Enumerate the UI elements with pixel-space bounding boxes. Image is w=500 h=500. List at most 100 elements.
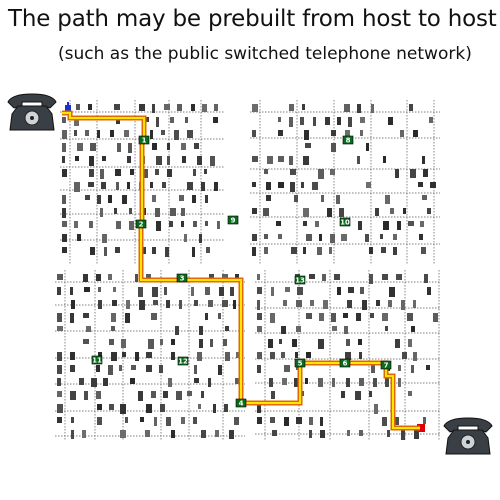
terminal-icon [128, 143, 132, 153]
terminal-icon [62, 234, 67, 242]
terminal-icon [382, 274, 388, 280]
terminal-icon [138, 391, 143, 401]
terminal-icon [297, 287, 303, 295]
terminal-icon [400, 130, 404, 137]
terminal-icon [97, 130, 100, 138]
terminal-icon [155, 208, 160, 217]
terminal-icon [198, 404, 201, 409]
switch-node: 8 [342, 135, 354, 145]
terminal-icon [90, 143, 96, 151]
terminal-icon [152, 143, 157, 150]
terminal-icon [124, 130, 129, 137]
terminal-icon [62, 130, 67, 139]
terminal-icon [218, 313, 221, 319]
terminal-icon [424, 274, 428, 283]
terminal-icon [167, 169, 172, 177]
terminal-icon [62, 208, 66, 218]
terminal-icon [359, 378, 364, 386]
terminal-icon [347, 430, 350, 436]
terminal-icon [214, 104, 218, 111]
switch-label: 13 [295, 277, 305, 285]
terminal-icon [70, 352, 75, 360]
terminal-icon [395, 339, 400, 348]
terminal-icon [115, 247, 120, 253]
terminal-icon [403, 208, 406, 214]
terminal-icon [257, 300, 260, 310]
terminal-icon [257, 326, 262, 332]
terminal-icon [303, 156, 309, 165]
terminal-icon [71, 430, 74, 439]
switch-node: 11 [91, 355, 103, 365]
terminal-icon [343, 313, 348, 318]
terminal-icon [131, 365, 136, 370]
terminal-icon [82, 430, 86, 438]
terminal-icon [84, 391, 88, 400]
switch-label: 1 [142, 137, 147, 145]
terminal-icon [57, 378, 61, 386]
terminal-icon [57, 404, 63, 413]
terminal-icon [111, 352, 117, 361]
terminal-icon [230, 287, 234, 296]
terminal-icon [163, 391, 168, 398]
terminal-icon [263, 208, 269, 216]
terminal-icon [319, 234, 322, 241]
terminal-icon [285, 287, 290, 292]
terminal-icon [321, 195, 324, 202]
terminal-icon [148, 339, 154, 349]
terminal-icon [284, 417, 289, 426]
terminal-icon [111, 313, 116, 322]
terminal-icon [202, 104, 207, 112]
terminal-icon [187, 182, 193, 190]
terminal-icon [369, 247, 373, 254]
switch-label: 12 [178, 358, 188, 366]
terminal-icon [294, 195, 298, 202]
terminal-icon [375, 208, 379, 216]
terminal-icon [366, 143, 369, 151]
terminal-icon [257, 404, 261, 413]
terminal-icon [114, 208, 117, 214]
terminal-icon [98, 352, 102, 358]
terminal-icon [267, 156, 273, 164]
terminal-icon [419, 234, 423, 240]
terminal-icon [344, 326, 348, 334]
terminal-icon [235, 378, 240, 384]
terminal-icon [305, 143, 311, 148]
terminal-icon [421, 247, 426, 254]
terminal-icon [233, 300, 236, 309]
terminal-icon [169, 221, 173, 227]
terminal-icon [165, 247, 169, 257]
terminal-icon [98, 300, 102, 309]
page-title: The path may be prebuilt from host to ho… [8, 6, 497, 32]
terminal-icon [355, 391, 361, 400]
terminal-icon [433, 313, 438, 322]
terminal-icon [194, 378, 199, 383]
terminal-icon [345, 352, 351, 360]
terminal-icon [303, 221, 307, 226]
terminal-icon [109, 339, 114, 345]
terminal-icon [218, 365, 222, 375]
terminal-icon [187, 130, 193, 138]
terminal-icon [411, 365, 414, 373]
terminal-icon [146, 274, 151, 279]
terminal-icon [264, 234, 268, 239]
terminal-icon [304, 130, 309, 140]
terminal-icon [270, 352, 275, 359]
terminal-icon [306, 313, 312, 319]
terminal-icon [393, 247, 397, 255]
terminal-icon [423, 417, 426, 424]
terminal-icon [116, 221, 121, 229]
terminal-icon [284, 365, 290, 372]
terminal-icon [383, 221, 389, 230]
terminal-icon [156, 221, 161, 231]
terminal-icon [306, 352, 311, 358]
terminal-icon [331, 143, 336, 152]
terminal-icon [341, 391, 345, 398]
switch-label: 6 [343, 360, 348, 368]
terminal-icon [175, 326, 179, 335]
terminal-icon [112, 300, 117, 306]
terminal-icon [413, 352, 417, 361]
page-subtitle: (such as the public switched telephone n… [58, 44, 472, 64]
terminal-icon [327, 208, 332, 217]
terminal-icon [206, 247, 210, 253]
terminal-icon [385, 326, 388, 331]
